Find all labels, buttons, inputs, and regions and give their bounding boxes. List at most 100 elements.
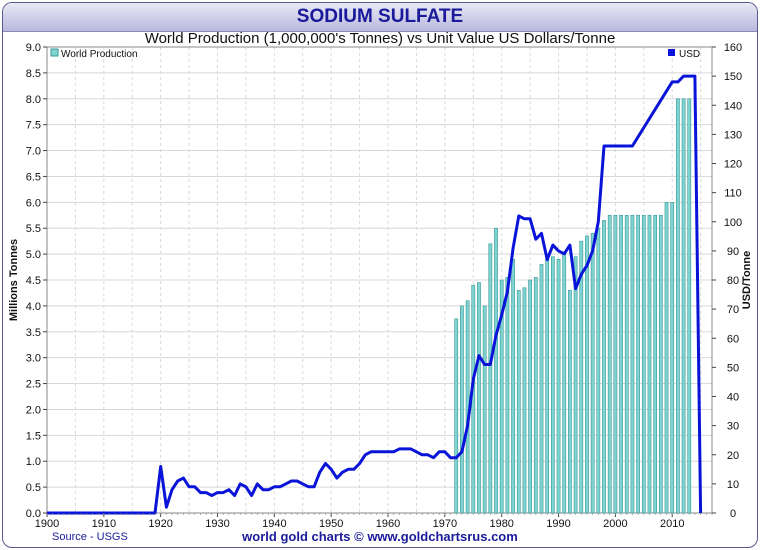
production-bar-1981 bbox=[505, 277, 510, 514]
x-tick-label: 1970 bbox=[433, 518, 457, 530]
x-tick-label: 2010 bbox=[660, 518, 684, 530]
legend-world-production: World Production bbox=[50, 48, 138, 60]
y-right-tick-label: 160 bbox=[724, 42, 742, 54]
production-bar-1983 bbox=[516, 290, 521, 514]
production-bar-2007 bbox=[653, 214, 658, 514]
y-right-tick-label: 130 bbox=[724, 129, 742, 141]
y-right-tick-label: 150 bbox=[724, 71, 742, 83]
production-bar-1986 bbox=[533, 277, 538, 514]
x-tick-label: 1910 bbox=[92, 518, 116, 530]
production-bar-1990 bbox=[556, 258, 561, 514]
y-left-tick-label: 7.0 bbox=[26, 146, 41, 158]
production-bar-2001 bbox=[619, 214, 623, 514]
production-bar-2009 bbox=[664, 202, 669, 514]
production-bar-1982 bbox=[511, 258, 515, 514]
usd-price-line bbox=[47, 74, 703, 515]
production-bar-1989 bbox=[550, 256, 555, 514]
y-left-tick-label: 5.5 bbox=[26, 223, 41, 235]
y-left-tick-label: 2.0 bbox=[26, 404, 41, 416]
production-bar-1985 bbox=[528, 279, 532, 514]
production-bar-1984 bbox=[522, 287, 527, 514]
production-bar-2012 bbox=[681, 98, 686, 514]
x-tick-label: 1990 bbox=[546, 518, 570, 530]
production-bar-1976 bbox=[477, 282, 481, 514]
y-right-axis-label: USD/Tonne bbox=[741, 251, 753, 309]
x-tick-label: 1920 bbox=[148, 518, 172, 530]
grid-layer bbox=[47, 46, 712, 514]
production-bar-1999 bbox=[607, 214, 612, 514]
y-left-tick-label: 4.0 bbox=[26, 301, 41, 313]
y-left-tick-label: 7.5 bbox=[26, 120, 41, 132]
x-tick-label: 1930 bbox=[205, 518, 229, 530]
legend-usd: USD bbox=[668, 49, 700, 60]
production-bar-1979 bbox=[494, 227, 498, 514]
y-left-tick-label: 3.0 bbox=[26, 353, 41, 365]
y-right-tick-label: 110 bbox=[724, 188, 742, 200]
y-right-tick-label: 70 bbox=[727, 304, 739, 316]
y-right-tick-label: 60 bbox=[727, 333, 739, 345]
production-bar-1988 bbox=[545, 253, 550, 514]
y-right-tick-label: 30 bbox=[727, 421, 739, 433]
y-right-tick-label: 40 bbox=[727, 392, 739, 404]
y-left-tick-label: 0.0 bbox=[26, 508, 41, 520]
x-tick-label: 1900 bbox=[35, 518, 59, 530]
production-bar-1996 bbox=[590, 233, 595, 514]
title-bar: SODIUM SULFATE bbox=[3, 3, 757, 32]
production-bar-2006 bbox=[647, 214, 652, 514]
legend-swatch-production bbox=[50, 48, 59, 57]
production-bar-1994 bbox=[579, 240, 584, 514]
y-left-tick-label: 0.5 bbox=[26, 482, 41, 494]
production-bar-1998 bbox=[602, 220, 606, 514]
production-bar-2004 bbox=[636, 214, 640, 514]
production-bar-1992 bbox=[568, 290, 572, 514]
y-left-tick-label: 8.5 bbox=[26, 68, 41, 80]
y-right-tick-label: 0 bbox=[730, 508, 736, 520]
production-bar-2002 bbox=[624, 214, 629, 514]
y-left-axis-label: Millions Tonnes bbox=[8, 239, 20, 321]
x-tick-label: 1950 bbox=[319, 518, 343, 530]
production-bar-2003 bbox=[630, 214, 635, 514]
y-left-tick-label: 6.0 bbox=[26, 197, 41, 209]
y-right-tick-label: 140 bbox=[724, 100, 742, 112]
chart-subtitle: World Production (1,000,000's Tonnes) vs… bbox=[144, 30, 616, 47]
production-bar-2011 bbox=[676, 98, 680, 514]
y-left-tick-label: 1.0 bbox=[26, 456, 41, 468]
production-bar-1977 bbox=[482, 305, 487, 514]
y-right-tick-label: 90 bbox=[727, 246, 739, 258]
y-left-tick-label: 6.5 bbox=[26, 171, 41, 183]
y-right-tick-label: 20 bbox=[727, 450, 739, 462]
production-bar-2010 bbox=[670, 202, 675, 514]
production-bar-2013 bbox=[687, 98, 692, 514]
y-right-tick-label: 50 bbox=[727, 362, 739, 374]
y-left-tick-label: 8.0 bbox=[26, 94, 41, 106]
line-layer bbox=[47, 74, 703, 515]
production-bar-1978 bbox=[488, 243, 493, 514]
y-left-tick-label: 5.0 bbox=[26, 249, 41, 261]
y-left-tick-label: 3.5 bbox=[26, 327, 41, 339]
source-label: Source - USGS bbox=[52, 531, 128, 543]
y-left-tick-label: 1.5 bbox=[26, 430, 41, 442]
y-left-tick-label: 2.5 bbox=[26, 379, 41, 391]
chart-title: SODIUM SULFATE bbox=[296, 6, 464, 27]
production-bar-1973 bbox=[460, 305, 464, 514]
production-bar-1972 bbox=[454, 318, 459, 514]
x-tick-label: 2000 bbox=[603, 518, 627, 530]
y-left-tick-label: 4.5 bbox=[26, 275, 41, 287]
production-bar-1991 bbox=[562, 253, 567, 514]
y-left-axis-ticks: 0.0 0.5 1.0 1.5 2.0 2.5 3.0 3.5 4.0 4.5 5.0 5.5 6.0 6… bbox=[26, 42, 47, 520]
production-bar-2000 bbox=[613, 214, 618, 514]
x-tick-label: 1940 bbox=[262, 518, 286, 530]
y-right-tick-label: 120 bbox=[724, 159, 742, 171]
footer-credit: world gold charts © www.goldchartsrus.co… bbox=[242, 529, 518, 544]
y-right-axis-ticks: 0 10 20 30 40 50 60 70 80 90 100 110 120 130 140 150 160 bbox=[712, 42, 742, 520]
y-right-tick-label: 80 bbox=[727, 275, 739, 287]
y-right-tick-label: 100 bbox=[724, 217, 742, 229]
production-bar-2008 bbox=[658, 214, 663, 514]
y-right-tick-label: 10 bbox=[727, 479, 739, 491]
legend-swatch-usd bbox=[668, 49, 675, 56]
x-tick-label: 1960 bbox=[376, 518, 400, 530]
production-bar-2005 bbox=[641, 214, 646, 514]
y-left-tick-label: 9.0 bbox=[26, 42, 41, 54]
production-bar-1997 bbox=[596, 227, 601, 514]
